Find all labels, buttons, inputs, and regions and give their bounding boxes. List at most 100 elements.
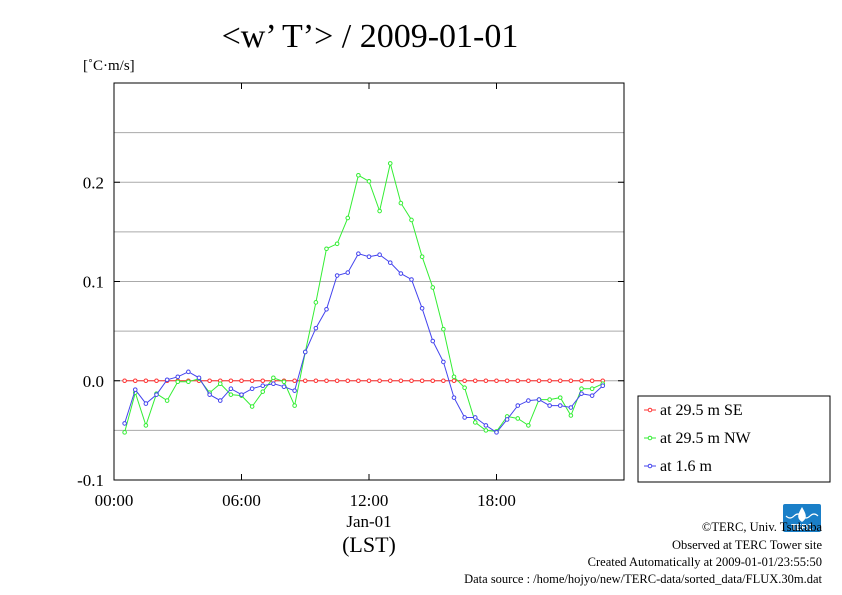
- data-point: [324, 306, 329, 312]
- data-point: [377, 378, 382, 384]
- legend-label: at 29.5 m SE: [660, 402, 743, 419]
- data-point: [526, 423, 531, 428]
- data-point: [398, 200, 404, 206]
- data-point: [451, 378, 457, 384]
- data-point: [547, 397, 552, 402]
- series-at-1-6-m: [122, 251, 606, 435]
- footer-created: Created Automatically at 2009-01-01/23:5…: [588, 555, 822, 569]
- data-point: [536, 397, 542, 402]
- footer-observed: Observed at TERC Tower site: [672, 538, 822, 552]
- data-point: [441, 359, 446, 365]
- data-point: [589, 378, 595, 384]
- grid-lines: [114, 132, 624, 431]
- data-point: [430, 285, 436, 290]
- data-point: [175, 379, 181, 385]
- data-point: [154, 392, 159, 397]
- data-point: [600, 383, 606, 389]
- data-point: [281, 384, 287, 390]
- data-point: [366, 178, 372, 184]
- data-point: [239, 392, 244, 397]
- data-point: [441, 326, 446, 332]
- series-group: [122, 161, 606, 435]
- data-point: [462, 415, 467, 420]
- data-point: [430, 378, 436, 384]
- data-point: [217, 381, 223, 387]
- data-point: [249, 386, 255, 391]
- data-point: [387, 161, 393, 166]
- footer-copyright: ©TERC, Univ. Tsukuba: [702, 520, 823, 534]
- data-point: [164, 398, 170, 403]
- data-point: [504, 378, 510, 384]
- data-point: [472, 415, 478, 420]
- data-point: [207, 378, 212, 384]
- data-point: [589, 386, 595, 391]
- data-point: [579, 391, 584, 396]
- data-point: [249, 378, 255, 384]
- data-point: [313, 378, 319, 384]
- data-point: [228, 378, 234, 384]
- data-point: [451, 374, 457, 380]
- data-point: [217, 398, 223, 403]
- data-point: [260, 383, 266, 389]
- y-tick-label: 0.2: [83, 173, 104, 192]
- legend-box: [637, 395, 831, 483]
- data-point: [387, 260, 393, 265]
- y-tick-label: -0.1: [77, 471, 104, 490]
- data-point: [462, 385, 467, 390]
- data-point: [515, 416, 521, 421]
- data-point: [472, 420, 478, 425]
- data-point: [568, 378, 574, 384]
- data-point: [526, 378, 531, 384]
- y-tick-label: 0.0: [83, 372, 104, 391]
- data-point: [462, 378, 467, 384]
- data-point: [154, 378, 159, 384]
- data-point: [175, 374, 181, 380]
- data-point: [186, 379, 191, 385]
- series-at-29-5-m-nw: [122, 161, 606, 435]
- data-point: [557, 378, 563, 384]
- footer: ©TERC, Univ. Tsukuba Observed at TERC To…: [464, 520, 822, 586]
- data-point: [292, 388, 297, 393]
- data-point: [547, 403, 552, 408]
- data-point: [239, 378, 244, 384]
- data-point: [526, 398, 531, 403]
- data-point: [472, 378, 478, 384]
- data-point: [302, 378, 308, 384]
- data-point: [313, 300, 319, 305]
- data-point: [196, 375, 202, 381]
- data-point: [568, 405, 574, 410]
- data-point: [143, 378, 149, 384]
- data-point: [409, 277, 414, 282]
- data-point: [515, 378, 521, 384]
- data-point: [536, 378, 542, 384]
- data-point: [260, 378, 266, 384]
- data-point: [324, 246, 329, 252]
- y-axis-ticks: -0.1 0.0 0.1 0.2: [77, 173, 624, 490]
- data-point: [483, 423, 489, 428]
- x-tick-label: 18:00: [477, 491, 516, 510]
- data-point: [398, 378, 404, 384]
- data-point: [260, 389, 266, 394]
- data-point: [292, 378, 297, 384]
- data-point: [313, 325, 319, 331]
- series-line: [124, 163, 604, 433]
- data-point: [409, 378, 414, 384]
- legend-marker: [647, 435, 653, 441]
- data-point: [228, 392, 234, 397]
- data-point: [494, 430, 499, 435]
- data-point: [122, 421, 127, 426]
- data-point: [356, 378, 361, 384]
- data-point: [579, 378, 584, 384]
- data-point: [504, 417, 510, 422]
- data-point: [557, 395, 563, 400]
- x-tick-label: 00:00: [95, 491, 134, 510]
- series-line: [124, 253, 604, 434]
- logo-text: TERC: [791, 523, 813, 532]
- data-point: [143, 423, 149, 428]
- data-point: [451, 395, 457, 400]
- data-point: [164, 377, 170, 383]
- data-point: [281, 379, 287, 385]
- data-point: [356, 251, 361, 257]
- data-point: [186, 369, 191, 375]
- data-point: [377, 252, 382, 258]
